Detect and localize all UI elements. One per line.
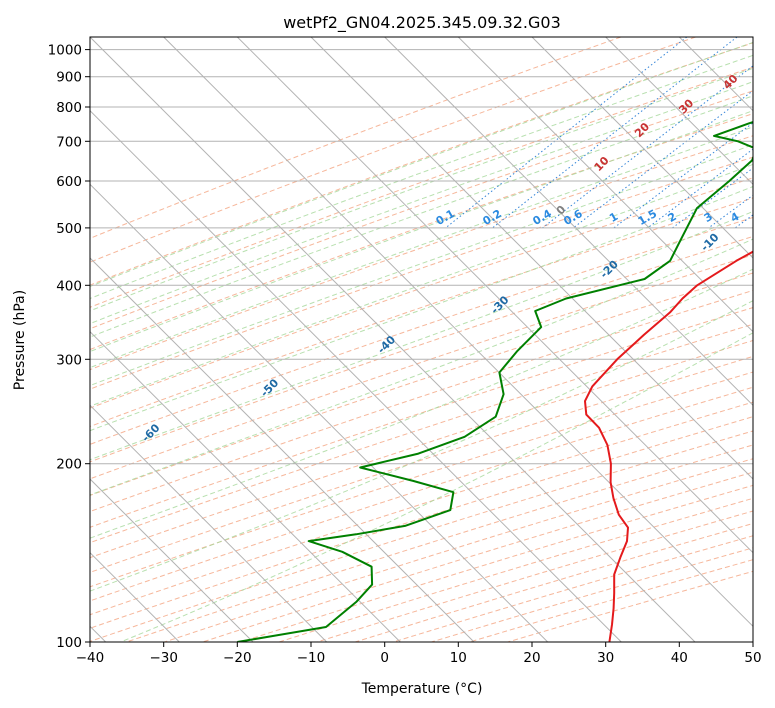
dry-adiabat (90, 371, 753, 588)
y-tick-label: 700 (56, 134, 82, 150)
x-tick-label: 50 (744, 650, 761, 666)
dry-adiabat (90, 156, 753, 390)
isotherm (90, 257, 475, 642)
x-tick-label: 0 (380, 650, 389, 666)
dry-adiabat (90, 289, 753, 513)
y-tick-label: 300 (56, 352, 82, 368)
sounding-series (237, 120, 753, 642)
isotherm (310, 37, 753, 480)
isotherm (531, 37, 753, 259)
mixing-ratio-line (572, 90, 753, 229)
dry-adiabat (90, 323, 753, 544)
dewpoint-profile (237, 120, 753, 642)
dry-adiabat (90, 37, 622, 239)
y-tick-label: 400 (56, 278, 82, 294)
background-lines (90, 37, 753, 642)
y-tick-label: 900 (56, 70, 82, 86)
x-tick-label: 20 (523, 650, 540, 666)
x-axis-label: Temperature (°C) (361, 681, 483, 697)
x-tick-label: −30 (149, 650, 178, 666)
moist-adiabat (90, 144, 753, 387)
isotherm (90, 330, 401, 642)
moist-adiabat (90, 41, 753, 288)
isotherm (90, 404, 328, 642)
y-tick-label: 200 (56, 457, 82, 473)
dry-adiabat (90, 113, 753, 351)
y-tick-label: 1000 (48, 43, 82, 59)
moist-adiabat (90, 163, 753, 407)
moist-adiabat (90, 300, 753, 592)
mixing-ratio-line (672, 167, 753, 229)
x-tick-label: −20 (223, 650, 252, 666)
isotherm (384, 37, 753, 407)
x-tick-label: 40 (671, 650, 688, 666)
isotherm (605, 37, 753, 186)
mixing-ratio-line (492, 37, 738, 229)
x-tick-label: −10 (297, 650, 326, 666)
y-axis-ticks: 100 200 300 400 500 600 700 800 900 1000 (48, 43, 90, 651)
isotherm (90, 109, 622, 642)
x-tick-label: −40 (76, 650, 105, 666)
isotherm (90, 183, 549, 642)
dry-adiabat (90, 339, 753, 559)
y-tick-label: 800 (56, 100, 82, 116)
y-axis-label: Pressure (hPa) (12, 290, 28, 390)
dry-adiabat (90, 307, 753, 528)
dry-adiabat (90, 42, 753, 286)
dry-adiabat (90, 386, 753, 602)
x-axis-ticks: −40 −30 −20 −10 0 10 20 30 40 50 (76, 642, 762, 666)
y-tick-label: 500 (56, 221, 82, 237)
isotherm (163, 37, 753, 628)
dry-adiabat (90, 355, 753, 573)
moist-adiabat (120, 332, 753, 642)
y-tick-label: 100 (56, 635, 82, 651)
temperature-profile (584, 250, 753, 642)
moist-adiabat (90, 81, 753, 325)
chart-title: wetPf2_GN04.2025.345.09.32.G03 (283, 13, 561, 33)
mixing-ratio-line (542, 65, 753, 229)
dry-adiabat (90, 66, 753, 308)
plot-frame (89, 36, 754, 643)
isotherm (457, 37, 753, 333)
moist-adiabat (90, 186, 753, 432)
y-tick-label: 600 (56, 174, 82, 190)
moist-adiabat (90, 268, 753, 539)
isotherm (90, 37, 696, 642)
moist-adiabat (90, 110, 753, 353)
isotherm (90, 478, 254, 642)
dry-adiabat (90, 177, 753, 409)
moist-adiabat (90, 67, 753, 312)
isotherm (236, 37, 753, 554)
x-tick-label: 30 (597, 650, 614, 666)
x-tick-label: 10 (450, 650, 467, 666)
